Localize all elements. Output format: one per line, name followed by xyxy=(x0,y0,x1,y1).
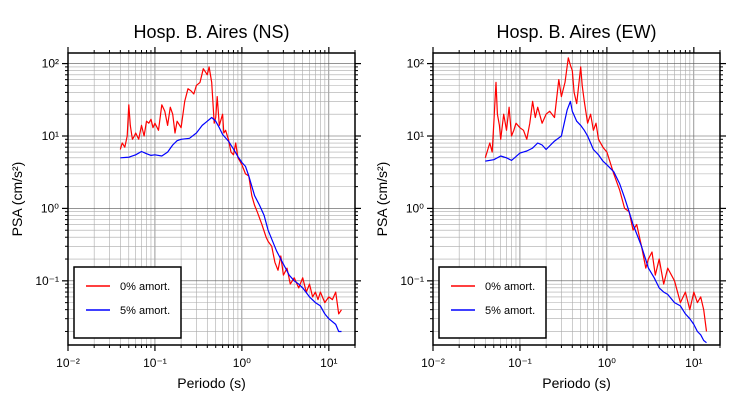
y-tick-label: 10¹ xyxy=(407,129,424,143)
x-tick-label: 10⁻¹ xyxy=(508,356,532,370)
chart-title: Hosp. B. Aires (EW) xyxy=(496,22,656,42)
x-tick-label: 10¹ xyxy=(685,356,702,370)
series-line-5pct-damping xyxy=(485,100,707,344)
x-tick-label: 10⁻¹ xyxy=(143,356,167,370)
y-tick-label: 10² xyxy=(407,57,424,71)
series-lines xyxy=(119,66,342,333)
x-tick-label: 10⁰ xyxy=(233,356,251,370)
y-tick-label: 10⁻¹ xyxy=(400,274,424,288)
y-tick-label: 10⁻¹ xyxy=(35,274,59,288)
x-tick-label: 10¹ xyxy=(320,356,337,370)
plot-frame-border xyxy=(67,52,356,346)
x-tick-label: 10⁰ xyxy=(598,356,616,370)
y-tick-label: 10¹ xyxy=(42,129,59,143)
legend: 0% amort. 5% amort. xyxy=(73,266,182,339)
plot-frame xyxy=(67,52,356,346)
x-axis-label: Periodo (s) xyxy=(542,375,610,391)
y-tick-label: 10² xyxy=(42,57,59,71)
axis-ticks: 10⁻² 10⁻¹ 10⁰ 10¹ 10⁻¹ 10⁰ 10¹ 10² xyxy=(400,47,726,370)
series-lines xyxy=(484,57,708,344)
plot-frame xyxy=(432,52,721,346)
y-tick-label: 10⁰ xyxy=(406,201,424,215)
series-line-0pct-damping xyxy=(484,57,708,332)
x-tick-label: 10⁻² xyxy=(56,356,80,370)
legend-box xyxy=(438,266,547,339)
chart-title: Hosp. B. Aires (NS) xyxy=(133,22,289,42)
grid-lines xyxy=(432,53,721,345)
legend-box xyxy=(73,266,182,339)
legend-label-0pct: 0% amort. xyxy=(120,281,170,293)
axis-ticks: 10⁻² 10⁻¹ 10⁰ 10¹ 10⁻¹ 10⁰ 10¹ 10² xyxy=(35,47,361,370)
y-axis-label: PSA (cm/s²) xyxy=(374,162,390,237)
legend-label-5pct: 5% amort. xyxy=(485,305,535,317)
chart-panel-ew: 10⁻² 10⁻¹ 10⁰ 10¹ 10⁻¹ 10⁰ 10¹ 10² Hosp. B. Air… xyxy=(374,22,726,391)
legend-label-0pct: 0% amort. xyxy=(485,281,535,293)
x-tick-label: 10⁻² xyxy=(421,356,445,370)
series-line-5pct-damping xyxy=(120,116,342,333)
series-line-0pct-damping xyxy=(119,66,342,315)
x-axis-label: Periodo (s) xyxy=(177,375,245,391)
legend-label-5pct: 5% amort. xyxy=(120,305,170,317)
legend: 0% amort. 5% amort. xyxy=(438,266,547,339)
y-tick-label: 10⁰ xyxy=(41,201,59,215)
plot-frame-border xyxy=(432,52,721,346)
y-axis-label: PSA (cm/s²) xyxy=(9,162,25,237)
chart-panel-ns: 10⁻² 10⁻¹ 10⁰ 10¹ 10⁻¹ 10⁰ 10¹ 10² Hosp. B. Air… xyxy=(9,22,361,391)
